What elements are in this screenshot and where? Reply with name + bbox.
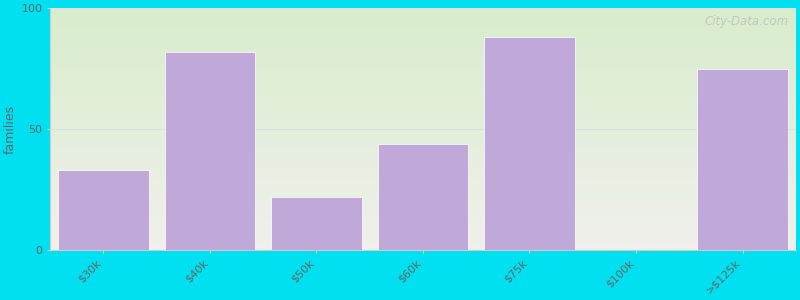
Bar bbox=[165, 52, 255, 250]
Bar bbox=[484, 37, 574, 250]
Y-axis label: families: families bbox=[4, 105, 17, 154]
Bar bbox=[378, 144, 468, 250]
Bar bbox=[271, 197, 362, 250]
Bar bbox=[698, 69, 788, 250]
Bar bbox=[58, 170, 149, 250]
Text: City-Data.com: City-Data.com bbox=[704, 15, 788, 28]
